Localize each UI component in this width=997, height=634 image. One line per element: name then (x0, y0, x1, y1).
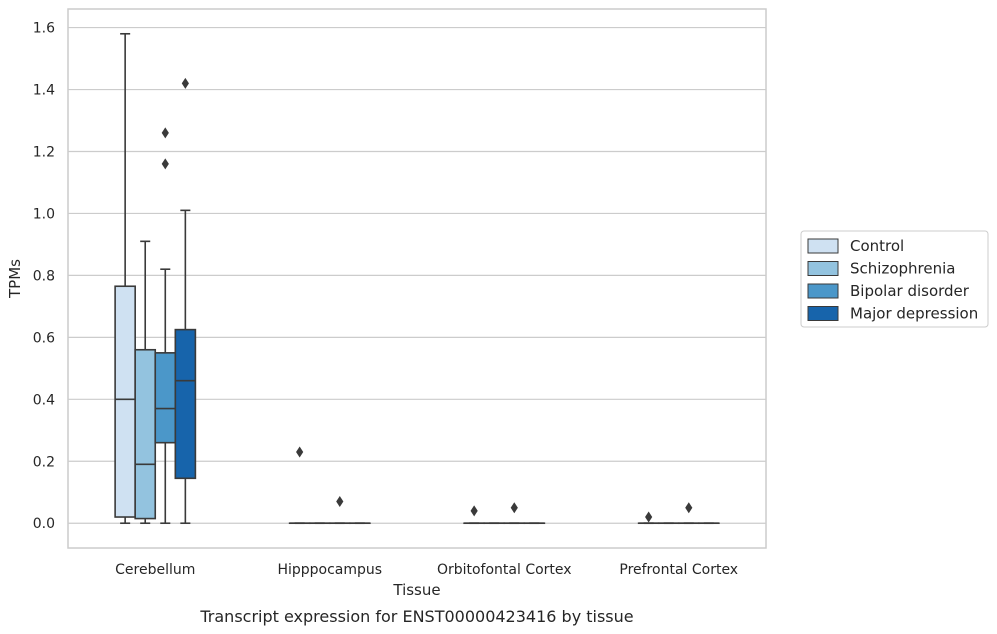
x-tick-label: Hipppocampus (277, 562, 382, 578)
box-iqr (154, 352, 177, 444)
y-tick-label: 1.4 (33, 83, 55, 99)
y-tick-labels: 0.0 0.2 0.4 0.6 0.8 1.0 1.2 1.4 1.6 (33, 21, 55, 533)
legend: Control Schizophrenia Bipolar disorder Majo… (800, 230, 989, 328)
y-tick-label: 1.6 (33, 21, 55, 37)
outlier-point (161, 127, 169, 139)
outlier-point (336, 496, 344, 508)
legend-label: Control (850, 237, 904, 255)
x-axis-label: Tissue (392, 581, 440, 599)
x-tick-label: Cerebellum (115, 562, 195, 578)
outlier-point (161, 158, 169, 170)
legend-swatch (807, 283, 839, 299)
x-tick-label: Orbitofontal Cortex (437, 562, 572, 578)
legend-frame (800, 230, 989, 328)
x-tick-labels: Cerebellum Hipppocampus Orbitofontal Corte… (115, 562, 738, 578)
series-control (114, 32, 660, 525)
box-series-group (114, 32, 720, 525)
legend-swatch (807, 306, 839, 321)
series-schizophrenia (134, 240, 680, 525)
x-tick-label: Prefrontal Cortex (619, 562, 738, 578)
gridlines (68, 26, 766, 524)
outlier-point (645, 511, 653, 523)
series-bipolar-disorder (154, 127, 700, 525)
y-tick-label: 0.4 (33, 392, 55, 408)
box-iqr (174, 328, 197, 480)
legend-label: Bipolar disorder (850, 282, 970, 300)
y-tick-label: 0.6 (33, 330, 55, 346)
legend-label: Schizophrenia (850, 260, 955, 278)
figure-caption: Transcript expression for ENST0000042341… (199, 607, 633, 626)
y-axis-label: TPMs (6, 259, 24, 299)
series-major-depression (174, 77, 720, 525)
outlier-point (685, 502, 693, 514)
outlier-point (181, 77, 189, 89)
box-iqr (114, 285, 136, 518)
y-tick-label: 0.0 (33, 516, 55, 532)
legend-swatch (807, 238, 839, 254)
y-tick-label: 1.2 (33, 144, 55, 160)
legend-label: Major depression (850, 305, 978, 323)
y-tick-label: 0.2 (33, 454, 55, 470)
legend-swatch (807, 261, 839, 276)
plot-frame (67, 8, 767, 549)
box-iqr (134, 348, 157, 520)
y-tick-label: 0.8 (33, 268, 55, 284)
y-tick-label: 1.0 (33, 206, 55, 222)
outlier-point (296, 446, 304, 458)
outlier-point (510, 502, 518, 514)
outlier-point (470, 505, 478, 517)
